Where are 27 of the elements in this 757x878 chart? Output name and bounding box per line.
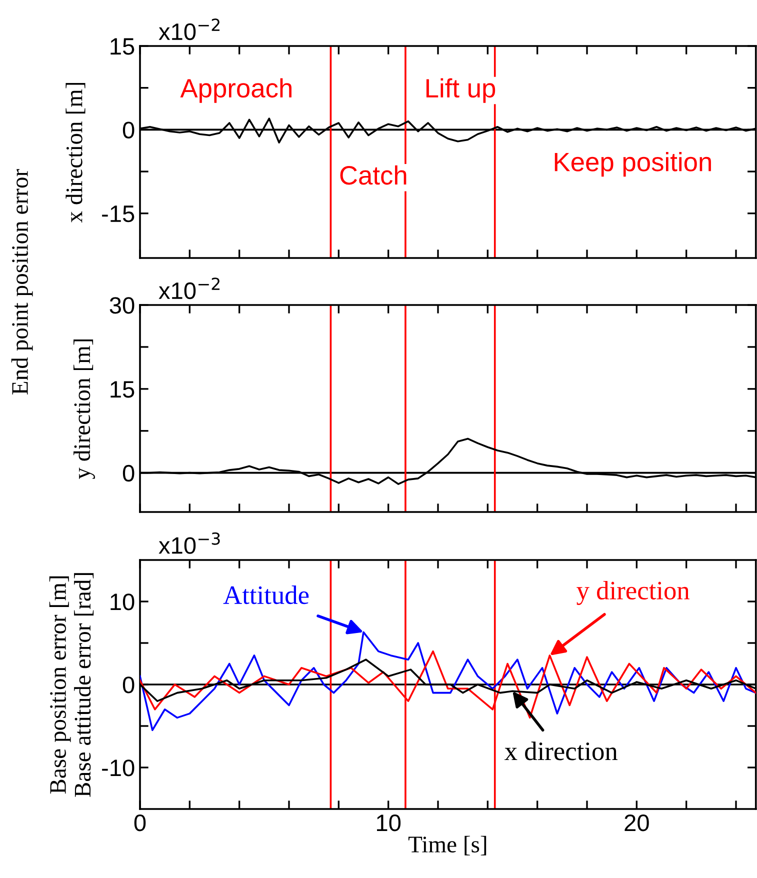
- y-tick-label: 10: [110, 594, 134, 610]
- annotation: x direction: [504, 742, 618, 760]
- y-tick-label: 0: [122, 122, 134, 138]
- text: End point position error: [11, 169, 33, 394]
- x-tick-label: 20: [624, 814, 649, 832]
- annotation: Catch: [340, 165, 406, 185]
- text: x10$^{−3}$: [158, 532, 220, 554]
- y-axis-title: x direction [m]: [66, 82, 86, 223]
- text: x10$^{−2}$: [158, 18, 220, 40]
- y-tick-label: 30: [110, 297, 134, 314]
- y-tick-label: 0: [122, 676, 134, 694]
- y-tick-label: 0: [122, 464, 134, 482]
- y-tick-label: 15: [110, 381, 134, 398]
- annotation: Approach: [180, 78, 292, 103]
- x-axis-title: Time [s]: [408, 836, 486, 856]
- y-tick-label: 15: [110, 38, 134, 55]
- text: x10$^{−2}$: [158, 278, 220, 300]
- y-axis-title: y direction [m]: [74, 339, 95, 480]
- annotation: y direction: [576, 580, 690, 605]
- x-tick-label: 10: [377, 814, 401, 832]
- y-tick-label: -15: [102, 206, 134, 222]
- annotation: Keep position: [554, 152, 711, 177]
- x-tick-label: 0: [134, 814, 146, 832]
- y-axis-title: Base position error [m] Base attitude error [rad]: [49, 573, 94, 797]
- annotation: Lift up: [426, 78, 496, 103]
- annotation: Attitude: [223, 586, 309, 604]
- y-tick-label: -10: [102, 760, 134, 776]
